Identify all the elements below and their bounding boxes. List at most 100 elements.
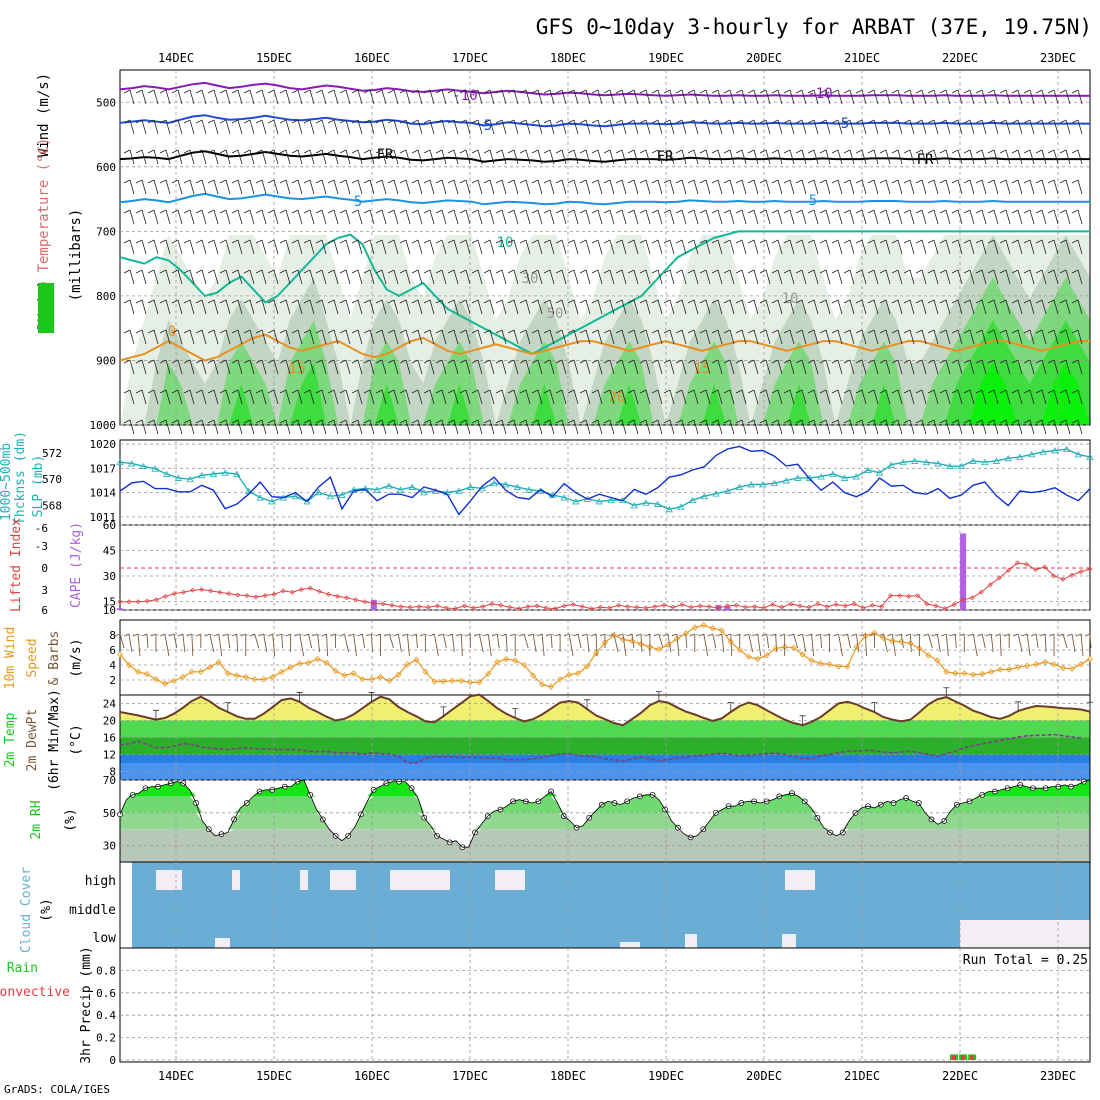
wind-barb (411, 389, 423, 405)
rh-shading-band (120, 235, 1090, 425)
wind-barb-10m (456, 633, 463, 657)
wind-barb (423, 359, 435, 375)
wind-barb (723, 119, 735, 135)
wind-barb (771, 359, 783, 375)
wind-barb (663, 419, 675, 435)
wind-barb (639, 329, 651, 345)
wind-barb (603, 89, 615, 105)
wind-barb (759, 239, 771, 255)
wind-barb-10m (824, 633, 830, 652)
wind-barb (735, 329, 747, 345)
wind-barb (831, 329, 843, 345)
wind-barb (219, 119, 231, 135)
wind-barb (699, 89, 711, 105)
wind-barb (687, 89, 699, 105)
wind-barb (255, 359, 267, 375)
wind-barb (987, 239, 999, 255)
wind-barb (147, 179, 159, 195)
li-point (987, 582, 993, 588)
slp-tick: 1017 (90, 462, 117, 475)
wind-barb (567, 329, 579, 345)
date-label-bottom: 15DEC (256, 1069, 292, 1083)
wind-barb (1059, 359, 1071, 375)
wind-barb (387, 299, 399, 315)
cloud-cover-fill (132, 862, 1090, 948)
wind-barb (423, 149, 435, 165)
wind-barb (363, 389, 375, 405)
wind-barb (399, 149, 411, 165)
wind-barb (795, 209, 807, 225)
wind-barb (423, 209, 435, 225)
wind-barb (867, 359, 879, 375)
wind-barb (159, 389, 171, 405)
wind-barb (735, 179, 747, 195)
wind-barb (915, 299, 927, 315)
temp-tick: 20 (103, 715, 116, 728)
wind-barb (759, 269, 771, 285)
isotherm--10 (119, 81, 1090, 97)
li-point (1060, 576, 1066, 582)
li-tick: 3 (41, 584, 48, 597)
wind-barb (591, 419, 603, 435)
wind-barb (183, 239, 195, 255)
wind-barb (1047, 179, 1059, 195)
wind-barb (639, 179, 651, 195)
wind-barb (567, 119, 579, 135)
wind-barb (375, 149, 387, 165)
wind-barb-10m (833, 633, 843, 657)
wind-barb (171, 119, 183, 135)
wind-barb (303, 239, 315, 255)
wind-barb (351, 329, 363, 345)
wind-barb (651, 419, 663, 435)
wind-barb (543, 119, 555, 135)
wind-barb (459, 119, 471, 135)
wind-barb (471, 119, 483, 135)
li-point (452, 606, 458, 612)
wind-barb (267, 359, 279, 375)
wind-barb (483, 389, 495, 405)
temp-tick: 8 (109, 766, 116, 779)
wind-barb (891, 329, 903, 345)
wind-barb (291, 269, 303, 285)
wind-barb (351, 119, 363, 135)
wind-barb (1011, 299, 1023, 315)
wind-barb (579, 299, 591, 315)
wind-barb (315, 89, 327, 105)
wind-barb (987, 209, 999, 225)
li-point (162, 593, 168, 599)
wind-barb (807, 329, 819, 345)
wind-barb (867, 119, 879, 135)
wind-barb (627, 209, 639, 225)
wind-barb (387, 119, 399, 135)
wind-barb (207, 89, 219, 105)
wind-barb (411, 269, 423, 285)
wind-barb (735, 389, 747, 405)
wind-barb (615, 209, 627, 225)
wind-barb (171, 89, 183, 105)
li-point (153, 597, 159, 603)
wind-barb (843, 209, 855, 225)
wind-barb (171, 419, 183, 435)
wind-barb (507, 149, 519, 165)
wind-barb (339, 89, 351, 105)
li-point (815, 601, 821, 607)
wind-barb (771, 299, 783, 315)
wind-barb-10m (123, 633, 133, 653)
wind-barb-10m (617, 633, 627, 657)
wind-barb (135, 239, 147, 255)
wind-barb (807, 149, 819, 165)
wind-barb (555, 89, 567, 105)
wind-barb-10m (707, 633, 717, 649)
wind-barb-10m (662, 633, 672, 653)
wind-barb (303, 179, 315, 195)
wind-ylabel: Speed (25, 638, 40, 677)
wind-barb (411, 89, 423, 105)
wind-barb (759, 329, 771, 345)
wind-ylabel: (m/s) (69, 638, 84, 677)
wind-barb (579, 89, 591, 105)
wind-barb (519, 419, 531, 435)
wind-barb (315, 119, 327, 135)
wind-barb (831, 389, 843, 405)
wind-barb-10m (608, 633, 619, 653)
